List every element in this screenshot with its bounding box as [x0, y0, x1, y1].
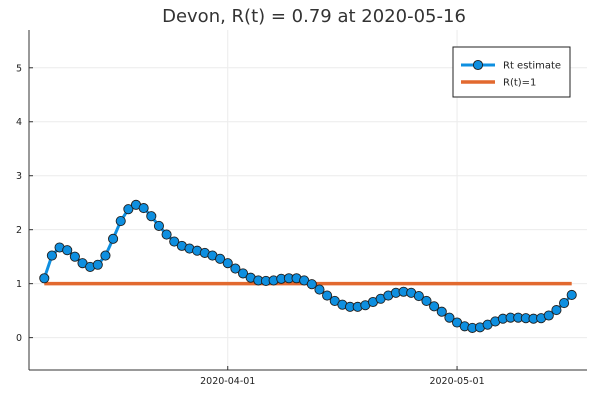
chart-title: Devon, R(t) = 0.79 at 2020-05-16 [162, 6, 466, 27]
rt-estimate-point [314, 284, 325, 295]
rt-estimate-point [444, 312, 455, 323]
legend-ref-label: R(t)=1 [503, 78, 536, 89]
legend-box [452, 46, 571, 98]
rt-estimate-point [153, 220, 164, 231]
rt-estimate-point [69, 251, 80, 262]
rt-estimate-point [108, 233, 119, 244]
rt-estimate-point [237, 268, 249, 279]
y-tick-label: 0 [16, 333, 22, 344]
y-tick-label: 3 [16, 171, 22, 182]
axes: 0 1 2 3 4 5 2020-04-01 2020-05-01 [16, 30, 587, 387]
rt-estimate-point [169, 236, 180, 247]
rt-estimate-point [138, 203, 149, 214]
rt-estimate-series [39, 199, 577, 333]
rt-estimate-point [222, 258, 233, 269]
rt-estimate-point [100, 250, 111, 261]
rt-estimate-point [429, 301, 440, 312]
rt-estimate-point [123, 204, 134, 215]
rt-estimate-point [230, 263, 241, 274]
rt-estimate-point [92, 259, 103, 270]
legend: Rt estimate R(t)=1 [452, 46, 571, 98]
rt-estimate-point [413, 291, 424, 302]
rt-estimate-point [215, 253, 226, 264]
y-tick-label: 5 [16, 63, 22, 74]
rt-estimate-point [551, 305, 562, 316]
rt-estimate-point [543, 310, 554, 321]
rt-estimate-point [322, 290, 333, 301]
rt-estimate-point [62, 245, 73, 256]
legend-rt-marker [472, 59, 484, 71]
rt-estimate-point [39, 273, 50, 284]
x-tick-label: 2020-04-01 [200, 376, 255, 387]
rt-estimate-point [436, 306, 447, 317]
x-tick-label: 2020-05-01 [429, 376, 484, 387]
rt-estimate-point [421, 295, 432, 306]
legend-rt-label: Rt estimate [503, 61, 561, 72]
y-tick-label: 4 [16, 117, 22, 128]
rt-estimate-point [146, 211, 157, 222]
y-tick-label: 2 [16, 225, 22, 236]
rt-estimate-point [306, 279, 317, 290]
rt-estimate-point [559, 298, 570, 309]
rt-estimate-point [115, 215, 126, 227]
rt-estimate-point [566, 289, 577, 301]
rt-estimate-point [161, 229, 172, 240]
rt-estimate-point [46, 250, 57, 261]
y-tick-label: 1 [16, 279, 22, 290]
